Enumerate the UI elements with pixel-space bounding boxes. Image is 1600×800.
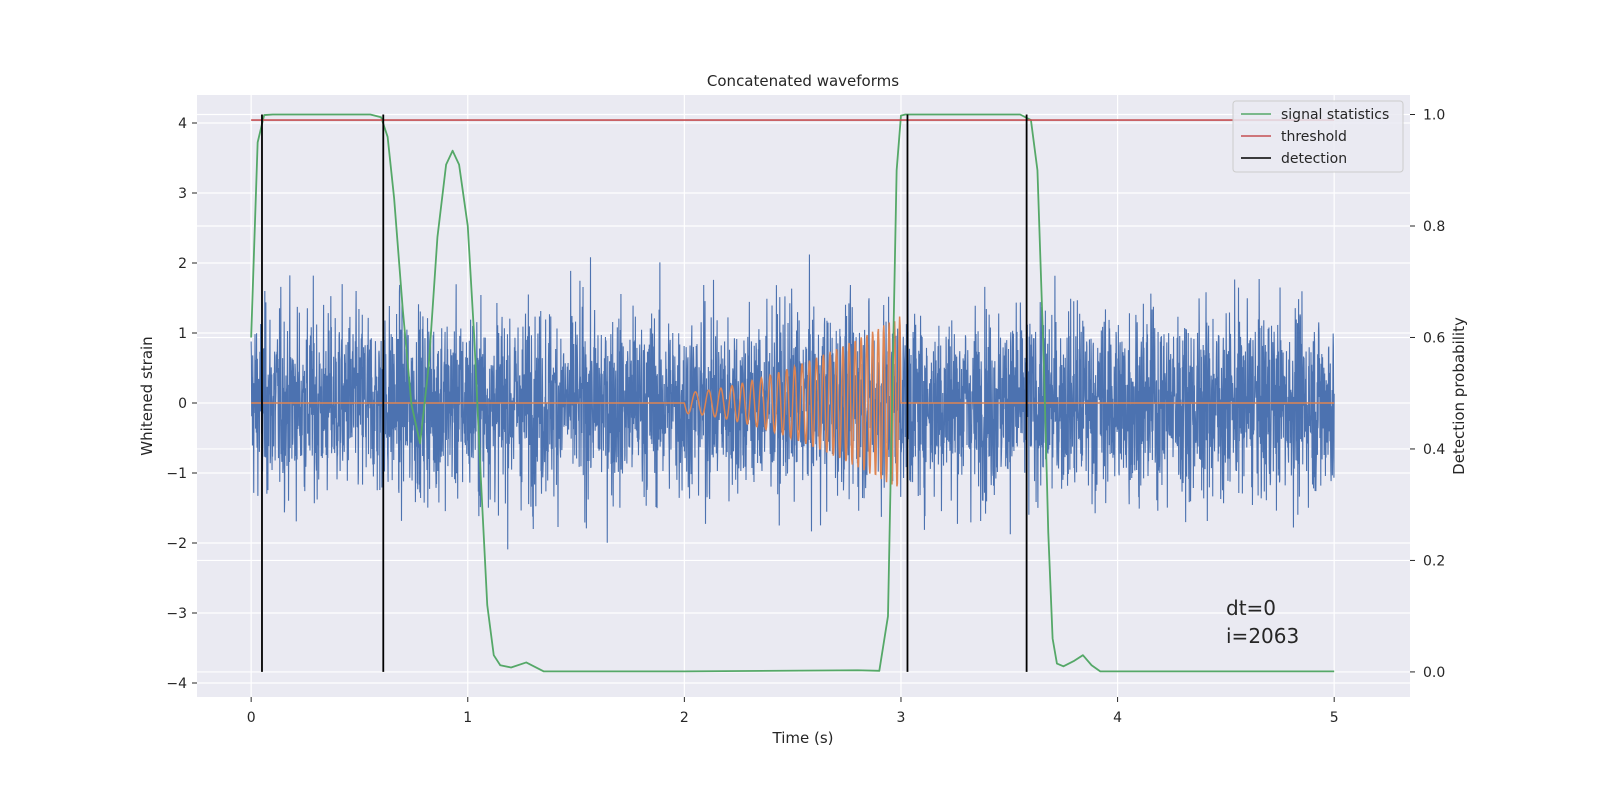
y2-tick-label-5: 1.0 <box>1423 108 1445 124</box>
y-tick-label-6: 2 <box>178 256 187 272</box>
chart-title: Concatenated waveforms <box>707 72 899 90</box>
y-axis-label: Whitened strain <box>138 336 156 455</box>
x-tick-label-5: 5 <box>1330 710 1339 726</box>
y-tick-label-1: −3 <box>166 606 187 622</box>
x-axis-label: Time (s) <box>772 729 834 747</box>
x-tick-label-3: 3 <box>897 710 906 726</box>
y-tick-label-4: 0 <box>178 396 187 412</box>
x-tick-label-1: 1 <box>463 710 472 726</box>
y-tick-label-2: −2 <box>166 536 187 552</box>
x-tick-label-0: 0 <box>247 710 256 726</box>
detection-series <box>261 114 1028 672</box>
chirp-series <box>251 316 1335 487</box>
y-tick-label-5: 1 <box>178 326 187 342</box>
annotation-dt: dt=0 <box>1226 596 1276 620</box>
y-tick-label-3: −1 <box>166 466 187 482</box>
annotation-index: i=2063 <box>1226 624 1299 648</box>
strain-series <box>250 254 1335 550</box>
y2-tick-label-0: 0.0 <box>1423 665 1445 681</box>
chirp-line <box>251 316 1335 487</box>
y2-tick-label-2: 0.4 <box>1423 442 1445 458</box>
y2-tick-label-3: 0.6 <box>1423 330 1445 346</box>
y2-tick-label-4: 0.8 <box>1423 219 1445 235</box>
strain-line <box>250 254 1335 550</box>
legend-label-detection: detection <box>1281 151 1347 167</box>
legend-label-signal-statistics: signal statistics <box>1281 107 1389 123</box>
x-tick-label-2: 2 <box>680 710 689 726</box>
x-tick-label-4: 4 <box>1113 710 1122 726</box>
legend: signal statistics threshold detection <box>1232 100 1404 173</box>
signal-statistics-line <box>250 113 1335 673</box>
legend-label-threshold: threshold <box>1281 129 1347 145</box>
y-tick-label-7: 3 <box>178 186 187 202</box>
tick-labels: 0 1 2 3 4 5 −4 −3 −2 −1 0 1 2 3 4 0.0 0.2 0.4 0.6 0.8 1.0 <box>166 108 1445 726</box>
y-tick-label-8: 4 <box>178 116 187 132</box>
y-tick-label-0: −4 <box>166 676 187 692</box>
y2-tick-label-1: 0.2 <box>1423 553 1445 569</box>
legend-box <box>1232 100 1404 173</box>
y2-axis-label: Detection probability <box>1450 317 1468 475</box>
signal-statistics-series <box>250 113 1335 673</box>
